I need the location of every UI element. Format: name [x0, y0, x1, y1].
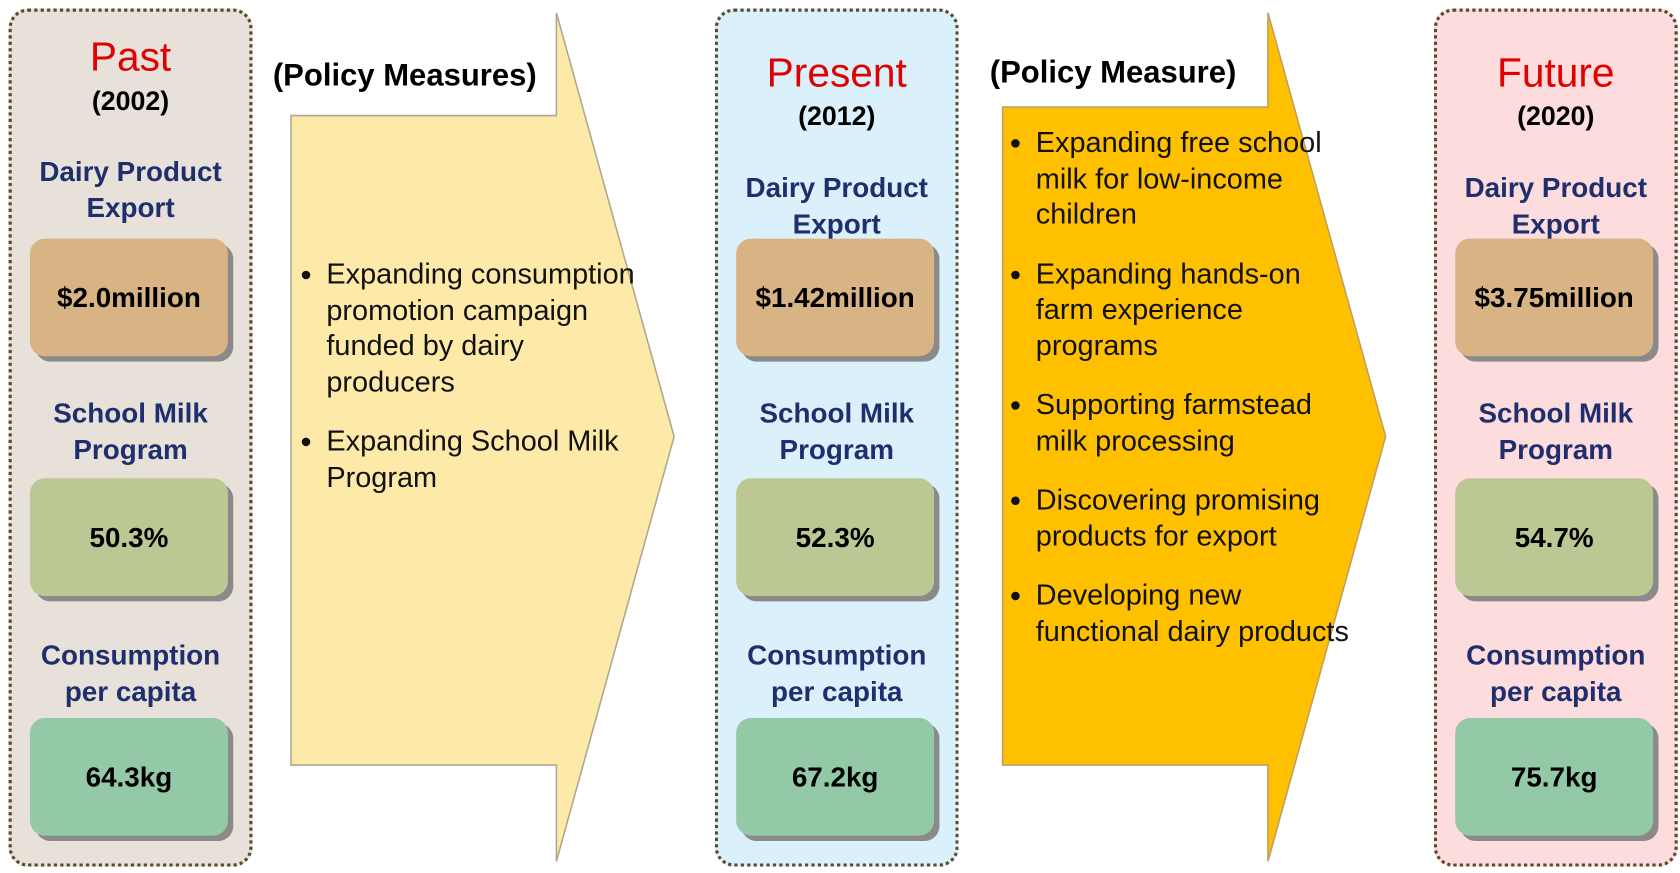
metric-label: Dairy Product Export	[39, 155, 222, 224]
metric-label: Consumption per capita	[40, 638, 221, 708]
panel: Future (2020) Dairy Product Export $3.75mil…	[1433, 8, 1678, 867]
panel: Past (2002) Dairy Product Export $2.0millio…	[8, 8, 253, 867]
policy-item: Supporting farmstead milk processing	[1036, 387, 1357, 459]
policy-list: Expanding consumption promotion campaign…	[305, 257, 637, 519]
panel-year: (2002)	[91, 86, 170, 117]
policy-item: Expanding hands-on farm experience progr…	[1036, 256, 1357, 364]
arrow	[1001, 12, 1387, 862]
metric-value: 64.3kg	[29, 717, 228, 836]
policy-item: Expanding free school milk for low-incom…	[1036, 125, 1357, 233]
metric-label: School Milk Program	[53, 396, 208, 466]
metric-label: School Milk Program	[1478, 396, 1634, 466]
panel: Present (2012) Dairy Product Export $1.42mi…	[714, 8, 959, 867]
arrow	[290, 12, 675, 862]
policy-list: Expanding free school milk for low-incom…	[1014, 125, 1356, 673]
panel-title: Future	[1497, 51, 1615, 97]
metric-value: 67.2kg	[736, 717, 935, 836]
metric-value: 50.3%	[29, 478, 228, 596]
arrow-heading: (Policy Measures)	[272, 58, 537, 95]
metric-value: 54.7%	[1455, 478, 1654, 596]
metric-value: $3.75million	[1455, 238, 1654, 357]
policy-item: Developing new functional dairy products	[1036, 578, 1357, 650]
panel-year: (2020)	[1517, 101, 1595, 132]
panel-year: (2012)	[798, 101, 876, 132]
metric-value: $2.0million	[29, 238, 228, 357]
panel-title: Present	[766, 51, 907, 97]
policy-item: Expanding School Milk Program	[326, 424, 636, 496]
metric-value: 75.7kg	[1455, 717, 1654, 836]
metric-label: Dairy Product Export	[1464, 171, 1647, 240]
policy-item: Expanding consumption promotion campaign…	[326, 257, 636, 400]
metric-value: 52.3%	[736, 478, 935, 596]
panel-title: Past	[89, 35, 172, 81]
metric-label: Consumption per capita	[747, 638, 927, 708]
metric-value: $1.42million	[736, 238, 935, 357]
arrow-heading: (Policy Measure)	[989, 55, 1237, 91]
policy-item: Discovering promising products for expor…	[1036, 483, 1357, 555]
metric-label: Dairy Product Export	[745, 171, 928, 240]
metric-label: School Milk Program	[759, 396, 915, 466]
metric-label: Consumption per capita	[1466, 638, 1646, 708]
